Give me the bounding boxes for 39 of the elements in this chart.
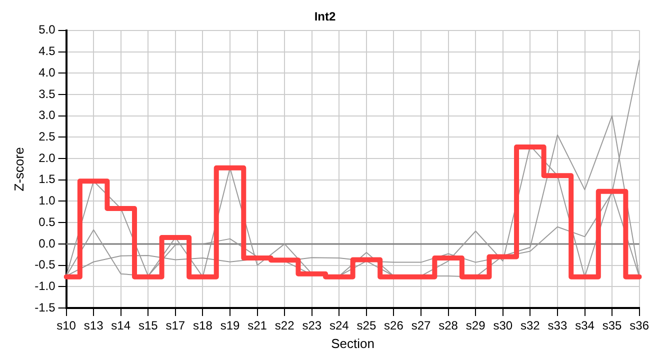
x-tick-label: s33 bbox=[548, 318, 568, 333]
y-tick-label: 4.0 bbox=[38, 65, 56, 80]
y-tick-label: 1.5 bbox=[38, 172, 56, 186]
x-tick-label: s13 bbox=[84, 318, 104, 333]
x-tick-label: s25 bbox=[356, 318, 376, 333]
y-tick-label: 0.5 bbox=[38, 214, 56, 229]
y-tick-label: 1.0 bbox=[38, 194, 56, 208]
x-tick-label: s18 bbox=[193, 318, 213, 333]
y-tick-label: 3.5 bbox=[38, 86, 56, 101]
x-tick-label: s27 bbox=[411, 318, 432, 333]
y-tick-label: -1.0 bbox=[34, 278, 56, 293]
x-tick-label: s29 bbox=[466, 318, 486, 333]
x-tick-label: s17 bbox=[166, 318, 186, 333]
x-tick-label: s10 bbox=[56, 318, 76, 333]
y-tick-label: -1.5 bbox=[34, 300, 56, 314]
x-tick-label: s19 bbox=[220, 318, 240, 333]
x-tick-label: s32 bbox=[520, 318, 540, 333]
x-tick-label: s22 bbox=[274, 318, 295, 333]
y-tick-label: 3.0 bbox=[38, 108, 56, 122]
x-axis-title: Section bbox=[331, 336, 374, 351]
y-tick-label: 5.0 bbox=[38, 22, 56, 37]
x-tick-label: s30 bbox=[493, 318, 513, 333]
x-tick-label: s15 bbox=[138, 318, 158, 333]
x-tick-label: s14 bbox=[111, 318, 131, 333]
x-tick-label: s21 bbox=[248, 318, 268, 333]
y-tick-label: -0.5 bbox=[34, 258, 56, 272]
x-tick-label: s36 bbox=[630, 318, 650, 333]
y-tick-label: 4.5 bbox=[38, 44, 56, 58]
x-tick-label: s35 bbox=[602, 318, 622, 333]
x-tick-label: s26 bbox=[384, 318, 404, 333]
y-tick-label: 2.0 bbox=[38, 150, 56, 165]
x-tick-label: s23 bbox=[302, 318, 322, 333]
chart-title: Int2 bbox=[314, 10, 336, 24]
y-axis-title: Z-score bbox=[11, 147, 26, 192]
y-tick-label: 0.0 bbox=[38, 236, 56, 250]
x-tick-label: s28 bbox=[438, 318, 458, 333]
x-tick-label: s34 bbox=[575, 318, 595, 333]
y-tick-label: 2.5 bbox=[38, 129, 56, 144]
x-tick-label: s24 bbox=[329, 318, 350, 333]
